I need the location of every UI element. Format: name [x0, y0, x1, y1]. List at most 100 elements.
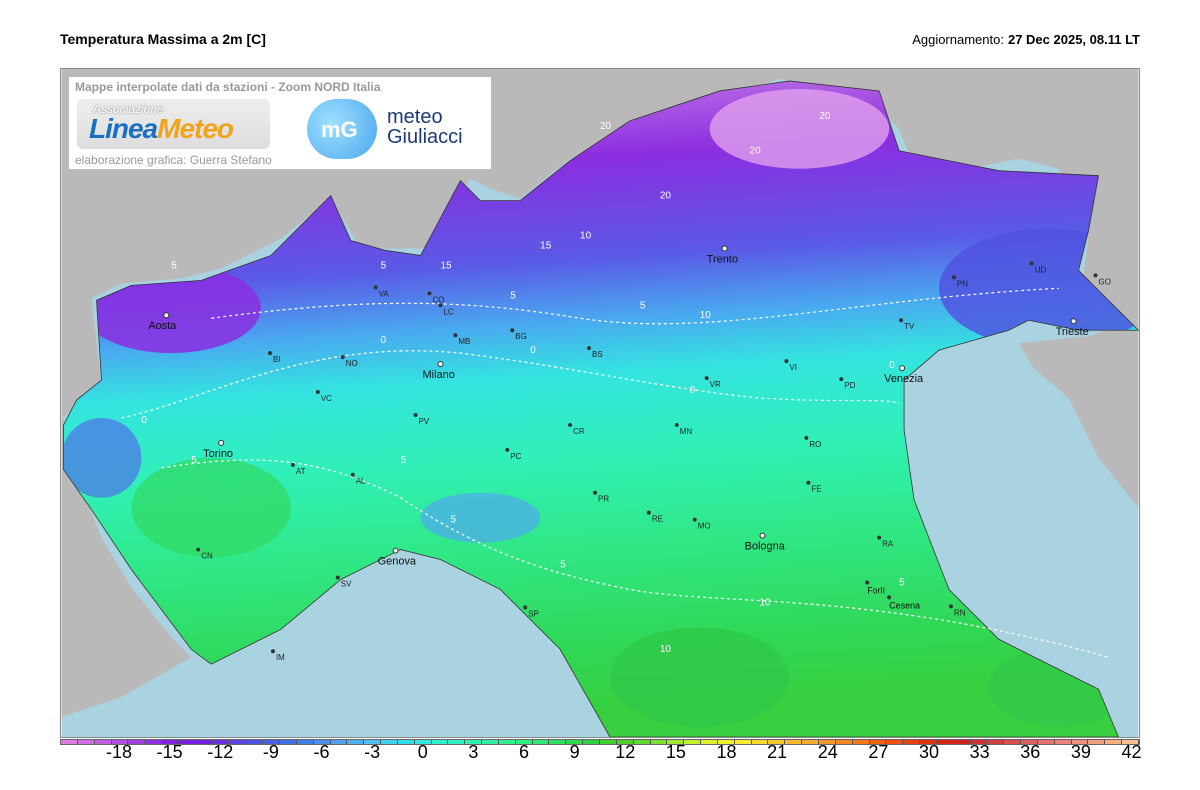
color-scale-step — [347, 740, 365, 744]
province-label: VR — [710, 380, 721, 389]
color-scale-step — [717, 740, 735, 744]
credits-author: elaborazione grafica: Guerra Stefano — [75, 153, 272, 167]
color-scale-step — [279, 740, 297, 744]
color-scale-tick: -15 — [156, 742, 183, 762]
color-scale-step — [246, 740, 264, 744]
color-scale-step — [852, 740, 870, 744]
color-scale-tick: 21 — [767, 742, 788, 762]
color-scale-step — [1037, 740, 1055, 744]
color-scale-tick: -12 — [207, 742, 234, 762]
color-scale-step — [1054, 740, 1072, 744]
color-scale-tick: -18 — [106, 742, 133, 762]
province-label: VI — [789, 363, 797, 372]
province-marker — [704, 376, 709, 381]
province-label: PD — [844, 381, 855, 390]
city-marker — [437, 361, 444, 368]
province-marker — [948, 604, 953, 609]
color-scale-tick: 9 — [569, 742, 580, 762]
contour-label: 0 — [530, 345, 536, 356]
color-scale-step — [431, 740, 449, 744]
contour-label: 20 — [660, 191, 672, 202]
province-label: GO — [1099, 277, 1111, 286]
color-scale-tick: 39 — [1070, 742, 1091, 762]
city-label: Milano — [423, 369, 455, 381]
province-marker — [568, 422, 573, 427]
province-marker — [951, 275, 956, 280]
wordmark-line1: meteo — [387, 106, 443, 128]
city-marker — [721, 245, 728, 252]
city-label: Trieste — [1056, 326, 1089, 338]
color-scale-tick: 42 — [1121, 742, 1142, 762]
province-marker — [267, 351, 272, 356]
color-scale-step — [734, 740, 752, 744]
contour-label: 5 — [450, 515, 456, 526]
color-scale-step — [381, 740, 398, 744]
province-marker — [646, 510, 651, 515]
contour-label: 0 — [889, 360, 895, 371]
province-marker — [523, 605, 528, 610]
province-label: AT — [296, 467, 306, 476]
update-value: 27 Dec 2025, 08.11 LT — [1007, 32, 1140, 47]
color-scale-tick: 36 — [1020, 742, 1041, 762]
color-scale-step — [818, 740, 836, 744]
update-timestamp: Aggiornamento: 27 Dec 2025, 08.11 LT — [912, 32, 1140, 47]
color-scale-step — [903, 740, 921, 744]
city-label: Forlì — [867, 585, 885, 595]
province-marker — [453, 333, 458, 338]
color-scale-step — [1105, 740, 1123, 744]
contour-label: 0 — [690, 385, 696, 396]
province-marker — [505, 447, 510, 452]
color-scale-step — [263, 740, 280, 744]
city-marker — [163, 312, 170, 319]
province-label: MN — [680, 427, 693, 436]
color-scale-step — [145, 740, 163, 744]
city-marker — [1070, 318, 1077, 325]
province-marker — [674, 422, 679, 427]
city-marker — [218, 439, 225, 446]
map-title: Temperatura Massima a 2m [C] — [60, 31, 266, 47]
color-scale-step — [566, 740, 584, 744]
province-label: PC — [510, 452, 521, 461]
color-scale-step — [465, 740, 483, 744]
province-label: BG — [515, 332, 527, 341]
province-label: PN — [957, 279, 968, 288]
credits-title: Mappe interpolate dati da stazioni - Zoo… — [75, 80, 381, 94]
province-marker — [373, 285, 378, 290]
color-scale-step — [802, 740, 819, 744]
province-label: SV — [341, 579, 352, 588]
color-scale-step — [313, 740, 331, 744]
color-scale-step — [768, 740, 786, 744]
color-scale-step — [397, 740, 415, 744]
contour-label: 5 — [171, 260, 177, 271]
lineameteo-logo: Associazione LineaMeteo — [77, 99, 270, 149]
meteogiuliacci-logo: mG — [307, 95, 377, 159]
province-label: VC — [321, 394, 332, 403]
contour-label: 0 — [381, 335, 387, 346]
province-marker — [315, 390, 320, 395]
contour-label: 15 — [440, 260, 452, 271]
province-label: SP — [528, 609, 539, 618]
province-marker — [340, 355, 345, 360]
color-scale-step — [886, 740, 904, 744]
province-label: MO — [698, 522, 711, 531]
logo-part-b: Meteo — [157, 113, 234, 144]
color-scale-step — [549, 740, 567, 744]
province-label: CR — [573, 427, 585, 436]
contour-label: 20 — [819, 111, 831, 122]
color-scale-step — [448, 740, 466, 744]
province-marker — [427, 291, 432, 296]
color-scale-tick: 24 — [817, 742, 838, 762]
color-scale-step — [212, 740, 230, 744]
province-marker — [1029, 261, 1034, 266]
color-scale-tick: 27 — [868, 742, 889, 762]
province-marker — [438, 303, 443, 308]
color-scale-step — [920, 740, 937, 744]
color-scale-tick: 33 — [969, 742, 990, 762]
color-scale-step — [633, 740, 651, 744]
color-scale-step — [1122, 740, 1139, 744]
foreign-land-west — [61, 417, 192, 718]
logo-part-a: Linea — [89, 113, 158, 144]
contour-label: 5 — [899, 577, 905, 588]
color-scale-step — [987, 740, 1005, 744]
color-scale-tick: 6 — [519, 742, 530, 762]
